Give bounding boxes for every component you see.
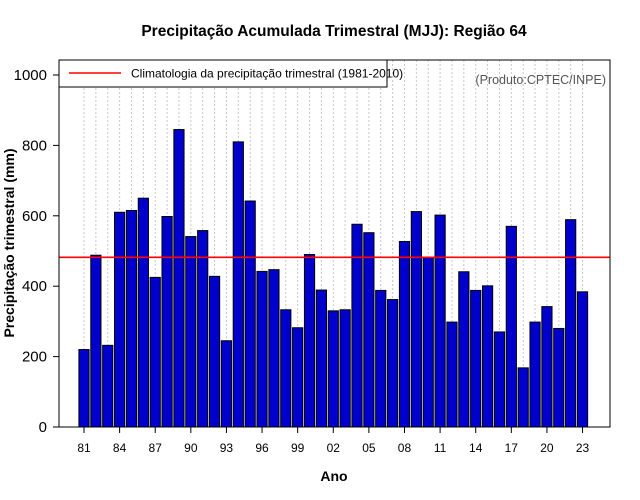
bar-2023: [576, 291, 589, 428]
bar-1994: [232, 141, 244, 428]
y-tick-label: 600: [22, 208, 47, 225]
bar-2022: [565, 219, 577, 428]
bar-2014: [470, 289, 482, 428]
bar-2009: [410, 211, 422, 428]
bar-1997: [268, 269, 280, 428]
x-tick-label: 14: [469, 441, 483, 455]
x-tick-label: 20: [540, 441, 554, 455]
bar-2004: [351, 223, 363, 428]
bar-2019: [529, 321, 541, 428]
chart-title: Precipitação Acumulada Trimestral (MJJ):…: [141, 23, 527, 40]
x-tick-label: 08: [398, 441, 412, 455]
bar-2006: [375, 289, 387, 428]
bar-1988: [161, 216, 173, 428]
bar-2001: [315, 289, 327, 428]
x-tick-label: 99: [291, 441, 305, 455]
credit-text: (Produto:CPTEC/INPE): [475, 73, 606, 87]
bar-1985: [125, 210, 138, 428]
bar-2015: [481, 285, 494, 428]
x-axis: 81 84 87 90 93 96 99 02 05 08 11 14 17 20 23: [77, 427, 590, 455]
legend-label: Climatologia da precipitação trimestral …: [131, 67, 403, 81]
bar-2003: [339, 309, 351, 428]
bar-1987: [149, 276, 161, 428]
bar-1982: [90, 254, 102, 428]
bar-1989: [173, 129, 185, 428]
bar-2007: [387, 299, 399, 428]
bar-1999: [292, 327, 304, 428]
x-tick-label: 11: [434, 441, 447, 455]
x-tick-label: 81: [77, 441, 91, 455]
bar-2020: [541, 306, 553, 428]
y-tick-label: 1000: [14, 67, 47, 84]
x-tick-label: 93: [220, 441, 234, 455]
bar-2012: [446, 321, 458, 428]
x-tick-label: 87: [149, 441, 163, 455]
bar-2002: [327, 310, 339, 428]
bar-2010: [422, 256, 434, 428]
x-tick-label: 23: [576, 441, 590, 455]
bar-2005: [363, 232, 375, 428]
bar-1996: [256, 270, 268, 428]
bar-2008: [398, 241, 411, 428]
bar-2013: [458, 271, 470, 428]
y-tick-label: 200: [22, 349, 47, 366]
bar-2021: [553, 327, 565, 428]
bar-1986: [137, 197, 149, 428]
bar-1984: [114, 211, 126, 428]
bar-1998: [280, 309, 292, 428]
bar-1991: [197, 230, 209, 428]
y-axis-title: Precipitação trimestral (mm): [1, 148, 17, 337]
bar-2017: [505, 225, 517, 428]
bar-1992: [208, 275, 221, 428]
x-tick-label: 17: [505, 441, 519, 455]
legend: Climatologia da precipitação trimestral …: [58, 59, 403, 88]
y-axis: 0 200 400 600 800 1000: [14, 67, 59, 436]
bar-1995: [244, 200, 256, 428]
bar-1993: [220, 340, 233, 428]
bar-2016: [493, 331, 506, 428]
bar-1990: [185, 236, 197, 428]
bar-1981: [78, 349, 90, 428]
y-tick-label: 800: [22, 137, 47, 154]
bar-2000: [303, 254, 316, 428]
x-tick-label: 90: [184, 441, 198, 455]
x-tick-label: 02: [327, 441, 341, 455]
x-tick-label: 84: [113, 441, 127, 455]
x-tick-label: 96: [255, 441, 269, 455]
bar-1983: [102, 344, 114, 428]
y-tick-label: 0: [39, 419, 47, 436]
x-axis-title: Ano: [320, 468, 347, 484]
bar-2011: [434, 214, 446, 428]
x-tick-label: 05: [362, 441, 376, 455]
bar-2018: [517, 367, 529, 428]
bars-group: [78, 129, 589, 428]
y-tick-label: 400: [22, 278, 47, 295]
